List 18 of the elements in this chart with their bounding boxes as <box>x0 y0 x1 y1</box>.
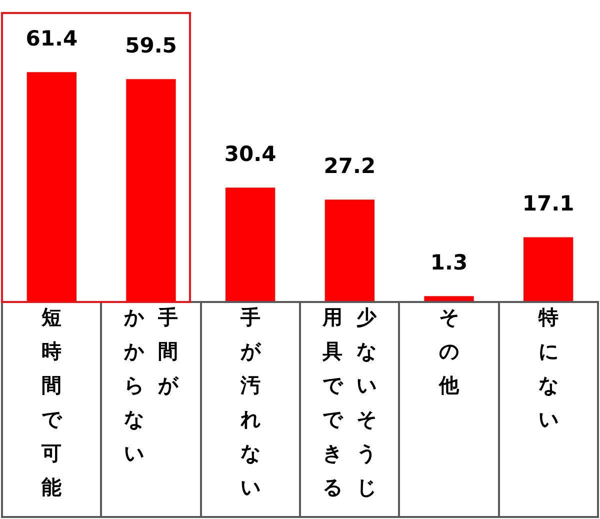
x-tick-label: 手が汚れない <box>240 304 260 501</box>
data-label: 61.4 <box>26 26 78 51</box>
bar <box>226 188 276 301</box>
x-tick-label: その他 <box>439 304 459 399</box>
x-tick-label: 短時間で可能 <box>42 304 62 501</box>
data-label: 59.5 <box>125 34 177 58</box>
bar <box>26 72 76 301</box>
bar <box>424 296 474 301</box>
bar <box>324 200 374 301</box>
data-label: 1.3 <box>430 250 468 275</box>
category-label: 少ないそうじ用具でできる <box>322 305 377 499</box>
bar <box>126 79 176 301</box>
data-label: 17.1 <box>522 192 574 216</box>
data-label: 30.4 <box>224 142 276 166</box>
x-tick-label: 特にない <box>538 304 558 433</box>
data-label: 27.2 <box>324 154 376 178</box>
bar <box>524 237 574 301</box>
category-label: 手間がかからない <box>124 305 178 465</box>
